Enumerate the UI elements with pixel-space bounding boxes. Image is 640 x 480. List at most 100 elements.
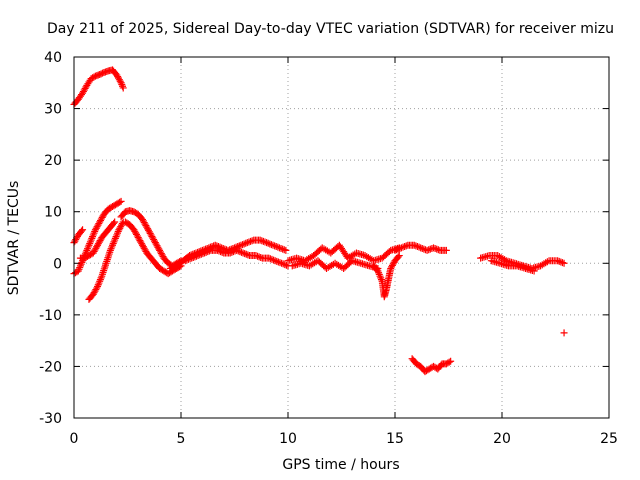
- axis-ticks: 0 5 10 15 20 25 -30 -20 -10 0 10 20 30 40: [39, 50, 618, 447]
- y-tick-label: 0: [53, 256, 62, 272]
- data-point: [148, 232, 156, 240]
- plot-frame: [73, 56, 610, 419]
- data-point: [189, 253, 197, 261]
- data-point: [412, 242, 420, 250]
- data-point: [92, 224, 100, 232]
- data-point: [79, 88, 87, 96]
- x-tick-label: 0: [70, 431, 79, 447]
- data-point: [170, 263, 178, 271]
- data-point: [97, 216, 105, 224]
- data-point: [89, 233, 97, 241]
- y-tick-label: -30: [39, 411, 62, 427]
- data-point: [138, 215, 146, 223]
- x-tick-label: 10: [279, 431, 297, 447]
- data-point: [213, 246, 221, 254]
- data-point: [393, 246, 401, 254]
- data-point: [266, 240, 274, 248]
- data-point: [97, 215, 105, 223]
- data-point: [83, 246, 91, 254]
- data-point: [100, 267, 108, 275]
- data-point: [119, 82, 127, 90]
- data-point: [557, 258, 565, 266]
- data-point: [105, 252, 113, 260]
- data-point: [152, 240, 160, 248]
- data-point: [271, 257, 279, 265]
- data-point: [91, 227, 99, 235]
- series-high-arc: [70, 66, 127, 108]
- data-point: [413, 243, 421, 251]
- data-point: [95, 279, 103, 287]
- data-point: [255, 253, 263, 261]
- data-point: [271, 242, 279, 250]
- data-point: [94, 281, 102, 289]
- data-point: [181, 257, 189, 265]
- data-point: [112, 233, 120, 241]
- data-point: [282, 261, 290, 269]
- data-point: [186, 255, 194, 263]
- data-point: [114, 227, 122, 235]
- data-point: [92, 286, 100, 294]
- data-point: [244, 251, 252, 259]
- data-points: [70, 66, 568, 376]
- data-point: [555, 257, 563, 265]
- data-point: [132, 230, 140, 238]
- data-point: [275, 244, 283, 252]
- data-point: [111, 236, 119, 244]
- data-point: [139, 243, 147, 251]
- data-point: [188, 254, 196, 262]
- data-point: [431, 244, 439, 252]
- data-point: [96, 277, 104, 285]
- data-point: [194, 252, 202, 260]
- data-point: [77, 227, 85, 235]
- data-point: [107, 245, 115, 253]
- data-point: [109, 240, 117, 248]
- data-point: [191, 253, 199, 261]
- data-point: [375, 269, 383, 277]
- data-point: [101, 261, 109, 269]
- x-tick-label: 15: [386, 431, 404, 447]
- data-point: [109, 241, 117, 249]
- data-point: [376, 272, 384, 280]
- data-point: [279, 260, 287, 268]
- data-point: [115, 74, 123, 82]
- data-point: [141, 246, 149, 254]
- series-mid-band-arc: [76, 218, 119, 262]
- data-point: [119, 84, 127, 92]
- data-point: [530, 267, 538, 275]
- data-point: [115, 226, 123, 234]
- data-point: [80, 86, 88, 94]
- data-point: [79, 89, 87, 97]
- data-point: [277, 244, 285, 252]
- data-point: [146, 229, 154, 237]
- data-point: [77, 260, 85, 268]
- y-tick-label: -10: [39, 308, 62, 324]
- data-point: [90, 229, 98, 237]
- data-point: [377, 276, 385, 284]
- data-point: [377, 274, 385, 282]
- data-point: [418, 244, 426, 252]
- data-point: [102, 259, 110, 267]
- data-point: [155, 245, 163, 253]
- data-point: [543, 258, 551, 266]
- data-point: [96, 237, 104, 245]
- data-point: [374, 267, 382, 275]
- data-point: [388, 263, 396, 271]
- data-point: [89, 231, 97, 239]
- data-point: [158, 251, 166, 259]
- data-point: [401, 243, 409, 251]
- data-point: [239, 241, 247, 249]
- data-point: [132, 229, 140, 237]
- x-tick-label: 20: [493, 431, 511, 447]
- data-point: [281, 261, 289, 269]
- data-point: [108, 243, 116, 251]
- data-point: [226, 249, 234, 257]
- chart-title: Day 211 of 2025, Sidereal Day-to-day VTE…: [47, 21, 614, 37]
- data-point: [266, 255, 274, 263]
- data-point: [229, 248, 237, 256]
- data-point: [91, 246, 99, 254]
- data-point: [95, 220, 103, 228]
- series-outlier: [560, 329, 568, 337]
- data-point: [139, 217, 147, 225]
- data-point: [144, 226, 152, 234]
- data-point: [415, 243, 423, 251]
